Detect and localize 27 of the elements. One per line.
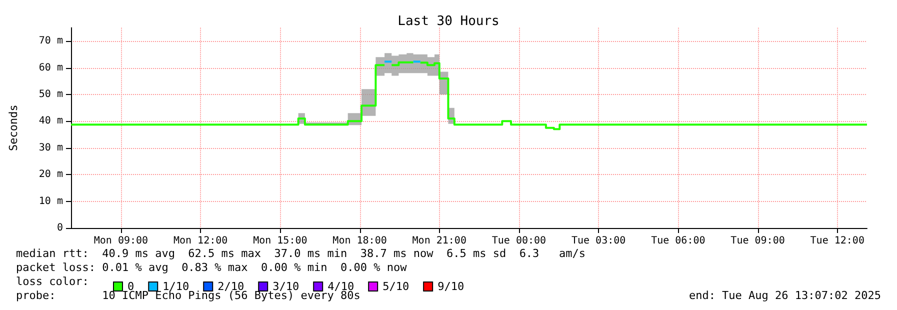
- y-tick-label: 60 m: [38, 62, 63, 74]
- y-tick-label: 50 m: [38, 88, 63, 100]
- y-tick-label: 10 m: [38, 196, 63, 207]
- text: median rtt: 40.9 ms avg 62.5 ms max 37.0 ms min 38.7 ms now 6.5 ms sd 6.3 am/s: [16, 247, 586, 260]
- y-tick-label: 40 m: [38, 116, 63, 127]
- y-tick-label: 30 m: [38, 142, 63, 154]
- y-tick-label: 70 m: [38, 36, 63, 47]
- legend-label: 5/10: [382, 280, 410, 293]
- y-tick-label: 0: [56, 222, 63, 234]
- y-axis-title: Seconds: [7, 104, 20, 152]
- y-tick-label: 20 m: [38, 169, 63, 180]
- x-tick-label: Tue 09:00: [730, 236, 785, 246]
- x-tick-label: Mon 12:00: [173, 236, 228, 246]
- x-tick-label: Tue 00:00: [492, 236, 546, 246]
- x-tick-label: Mon 15:00: [253, 236, 308, 246]
- x-tick-label: Mon 09:00: [94, 236, 148, 246]
- legend-label: 1/10: [162, 280, 190, 293]
- x-tick-label: Mon 18:00: [332, 236, 387, 246]
- x-tick-label: Tue 03:00: [571, 236, 626, 246]
- legend-title: loss color:: [16, 275, 89, 288]
- x-tick-label: Mon 21:00: [412, 236, 466, 246]
- text: packet loss: 0.01 % avg 0.83 % max 0.00 % min 0.00 % now: [16, 261, 408, 274]
- text: end: Tue Aug 26 13:07:02 2025: [688, 289, 882, 302]
- legend-label: 9/10: [438, 280, 464, 293]
- chart-title: Last 30 Hours: [398, 14, 500, 29]
- x-tick-label: Tue 06:00: [651, 236, 706, 246]
- x-tick-label: Tue 12:00: [810, 236, 864, 246]
